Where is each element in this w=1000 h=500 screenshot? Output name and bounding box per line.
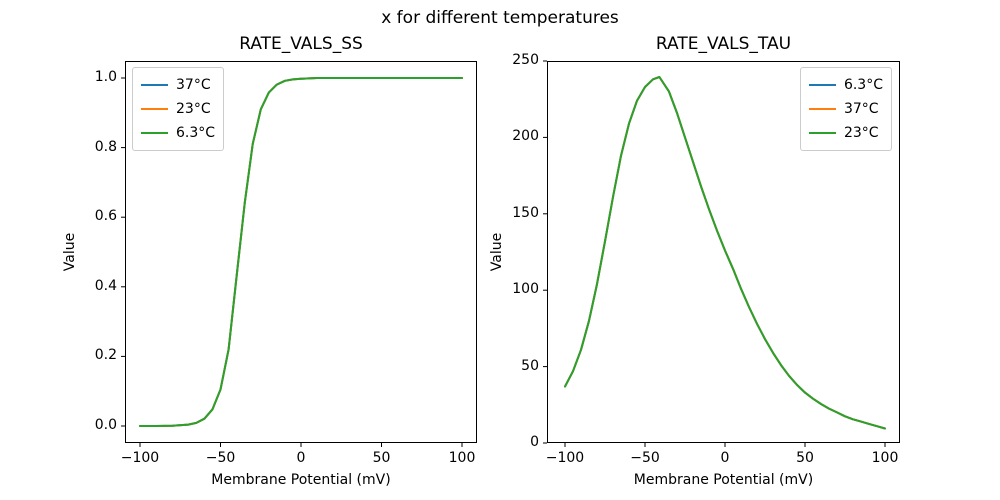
y-tick-label: 0 [530, 434, 539, 450]
series-line-23°C [564, 76, 886, 430]
y-tick-label: 0.0 [94, 417, 117, 433]
x-tick-label: 50 [372, 450, 391, 466]
y-tick-label: 0.2 [94, 347, 117, 364]
legend: 37°C 23°C 6.3°C [132, 67, 225, 151]
legend-entry-label: 37°C [843, 101, 879, 117]
series-line-6.3°C [139, 77, 463, 427]
x-tick-label: −50 [630, 450, 660, 466]
legend-entry: 6.3°C [141, 121, 215, 145]
x-tick-label: 0 [720, 450, 730, 466]
x-tick-label: −100 [545, 450, 585, 466]
x-tick-label: 0 [296, 450, 306, 466]
x-tick-label: −100 [120, 450, 160, 466]
y-tick-label: 50 [521, 357, 539, 374]
legend-entry-label: 6.3°C [843, 77, 883, 93]
plot-area [121, 61, 477, 447]
legend-entry: 23°C [141, 97, 215, 121]
legend-entry: 23°C [808, 121, 883, 145]
legend-line-swatch [808, 108, 836, 110]
legend-entry-label: 37°C [176, 77, 211, 93]
y-tick-label: 0.4 [94, 277, 117, 294]
subplot-title: RATE_VALS_SS [239, 34, 363, 54]
legend-entry-label: 6.3°C [176, 125, 216, 141]
x-tick-label: −50 [205, 450, 236, 466]
y-tick-label: 1.0 [94, 69, 117, 85]
x-axis-label: Membrane Potential (mV) [211, 472, 391, 488]
subplot-rate-vals-ss: RATE_VALS_SS Membrane Potential (mV) Val… [62, 34, 477, 488]
y-axis-label: Value [489, 232, 505, 272]
legend-line-swatch [808, 84, 836, 86]
y-tick-label: 200 [512, 128, 539, 145]
x-tick-label: 50 [796, 450, 814, 466]
legend-line-swatch [141, 84, 168, 86]
legend-entry: 37°C [808, 97, 883, 121]
axes-frame [125, 61, 477, 443]
y-tick-label: 100 [512, 281, 539, 298]
legend-line-swatch [808, 132, 836, 134]
y-tick-label: 0.6 [94, 208, 117, 225]
subplot-title: RATE_VALS_TAU [655, 34, 792, 54]
y-tick-label: 150 [512, 204, 539, 221]
plot-area [543, 60, 900, 447]
legend-entry-label: 23°C [176, 101, 211, 117]
figure-suptitle: x for different temperatures [381, 8, 619, 28]
x-axis-label: Membrane Potential (mV) [633, 472, 814, 488]
legend-entry: 37°C [141, 73, 215, 97]
subplot-rate-vals-tau: RATE_VALS_TAU Membrane Potential (mV) Va… [489, 34, 900, 488]
axes-frame [547, 61, 900, 443]
x-tick-label: 100 [871, 450, 899, 466]
legend: 6.3°C 37°C 23°C [799, 67, 892, 151]
legend-entry-label: 23°C [843, 125, 879, 141]
y-tick-label: 250 [512, 52, 539, 68]
y-tick-label: 0.8 [94, 138, 117, 155]
x-tick-label: 100 [448, 450, 476, 466]
y-axis-label: Value [62, 232, 78, 272]
legend-line-swatch [141, 132, 168, 134]
legend-entry: 6.3°C [808, 73, 883, 97]
legend-line-swatch [141, 108, 168, 110]
